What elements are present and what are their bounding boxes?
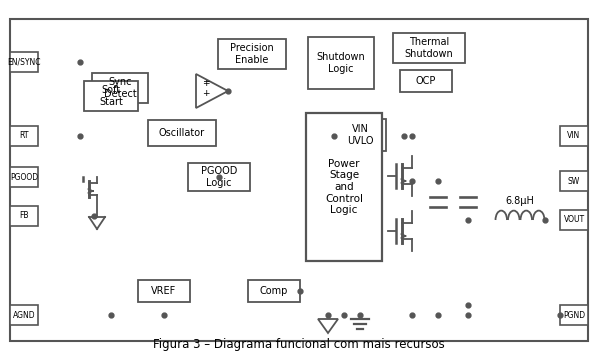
Bar: [10, 167, 38, 187]
Text: PGOOD: PGOOD: [10, 173, 38, 182]
Text: VOUT: VOUT: [564, 215, 585, 224]
Bar: [308, 37, 374, 89]
Bar: [560, 305, 588, 325]
Text: VIN: VIN: [567, 131, 580, 140]
Bar: [10, 52, 38, 72]
Text: OCP: OCP: [416, 76, 436, 86]
Text: Comp: Comp: [260, 286, 288, 296]
Text: +: +: [202, 89, 210, 98]
Bar: [218, 39, 286, 69]
Bar: [560, 210, 588, 230]
Text: +: +: [202, 79, 210, 88]
Bar: [10, 206, 38, 226]
Bar: [84, 81, 138, 111]
Text: EN/SYNC: EN/SYNC: [7, 57, 41, 66]
Bar: [148, 120, 216, 146]
Text: AGND: AGND: [13, 311, 35, 320]
Text: Precision
Enable: Precision Enable: [230, 43, 274, 65]
Bar: [393, 33, 465, 63]
Bar: [334, 119, 386, 151]
Text: Sync
Detect: Sync Detect: [104, 77, 137, 99]
Text: FB: FB: [19, 211, 29, 220]
Text: −: −: [202, 76, 210, 85]
Bar: [560, 126, 588, 146]
Text: PGND: PGND: [563, 311, 585, 320]
Bar: [10, 305, 38, 325]
Bar: [92, 73, 148, 103]
Bar: [188, 163, 250, 191]
Text: Oscillator: Oscillator: [159, 128, 205, 138]
Text: Soft
Start: Soft Start: [99, 85, 123, 107]
Text: 6.8μH: 6.8μH: [506, 196, 534, 206]
Text: SW: SW: [568, 177, 580, 186]
Text: Thermal
Shutdown: Thermal Shutdown: [405, 37, 453, 59]
Text: VREF: VREF: [152, 286, 177, 296]
Bar: [560, 171, 588, 191]
Text: Figura 3 – Diagrama funcional com mais recursos: Figura 3 – Diagrama funcional com mais r…: [153, 338, 445, 351]
Text: PGOOD
Logic: PGOOD Logic: [201, 166, 237, 188]
Bar: [10, 126, 38, 146]
Text: Shutdown
Logic: Shutdown Logic: [317, 52, 365, 74]
Text: Power
Stage
and
Control
Logic: Power Stage and Control Logic: [325, 159, 363, 215]
Bar: [138, 280, 190, 302]
Bar: [400, 70, 452, 92]
Bar: [248, 280, 300, 302]
Text: VIN
UVLO: VIN UVLO: [347, 124, 373, 146]
Bar: [306, 113, 382, 261]
Bar: [10, 19, 588, 341]
Text: RT: RT: [19, 131, 29, 140]
